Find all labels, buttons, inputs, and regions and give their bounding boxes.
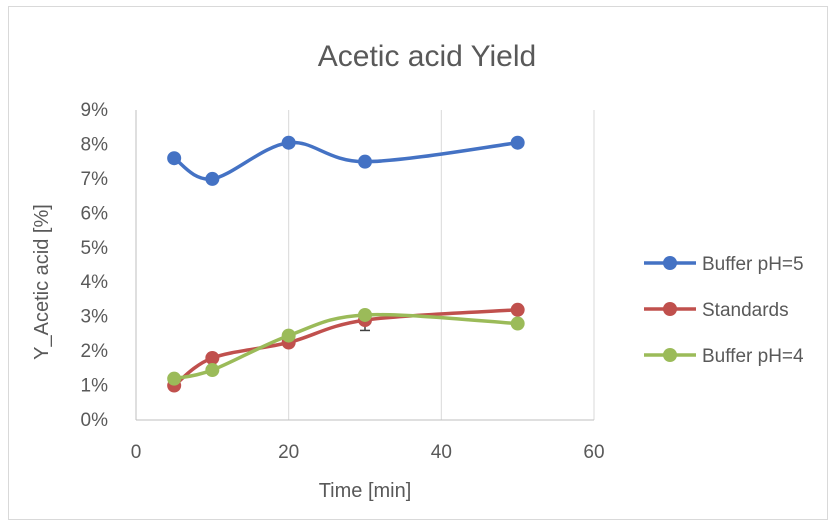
data-point <box>510 302 525 317</box>
y-tick-label: 8% <box>81 134 109 155</box>
grid-lines <box>288 110 595 420</box>
series-line <box>172 308 520 388</box>
data-point <box>510 316 525 331</box>
legend-entry: Standards <box>644 300 789 321</box>
series-line <box>172 140 520 181</box>
data-point <box>281 328 296 343</box>
chart-title: Acetic acid Yield <box>318 40 536 73</box>
y-tick-label: 7% <box>81 169 109 190</box>
tick-labels: 0 20 40 60 0% 1% 2% 3% 4% 5% 6% 7% 8% 9% <box>81 100 605 463</box>
y-tick-label: 9% <box>81 100 109 121</box>
y-tick-label: 0% <box>81 410 109 431</box>
y-tick-label: 5% <box>81 238 109 259</box>
x-tick-label: 20 <box>278 442 299 463</box>
legend: Buffer pH=5 Standards Buffer pH=4 <box>644 254 804 367</box>
legend-label: Buffer pH=4 <box>702 346 804 367</box>
data-point <box>510 135 525 150</box>
series-group <box>167 135 525 393</box>
y-tick-label: 1% <box>81 376 109 397</box>
data-point <box>167 151 182 166</box>
legend-marker <box>663 348 677 362</box>
y-tick-label: 2% <box>81 341 109 362</box>
data-point <box>205 363 220 378</box>
data-point <box>205 171 220 186</box>
series-buffer-ph-5 <box>167 135 525 186</box>
data-point <box>167 371 182 386</box>
legend-marker <box>663 256 677 270</box>
x-tick-label: 60 <box>583 442 604 463</box>
legend-entry: Buffer pH=4 <box>644 346 804 367</box>
x-axis-label: Time [min] <box>319 480 412 502</box>
legend-label: Standards <box>702 300 789 321</box>
data-point <box>205 351 220 365</box>
data-point <box>281 135 296 150</box>
x-tick-label: 40 <box>431 442 452 463</box>
legend-label: Buffer pH=5 <box>702 254 804 275</box>
data-point <box>358 307 372 322</box>
y-axis-label: Y_Acetic acid [%] <box>31 204 53 360</box>
series-buffer-ph-4 <box>167 307 525 386</box>
y-tick-label: 6% <box>81 203 109 224</box>
legend-entry: Buffer pH=5 <box>644 254 804 275</box>
x-tick-label: 0 <box>131 442 142 463</box>
y-tick-label: 3% <box>81 307 109 328</box>
data-point <box>358 154 372 169</box>
legend-marker <box>663 302 677 316</box>
axes <box>135 110 594 421</box>
y-tick-label: 4% <box>81 272 109 293</box>
